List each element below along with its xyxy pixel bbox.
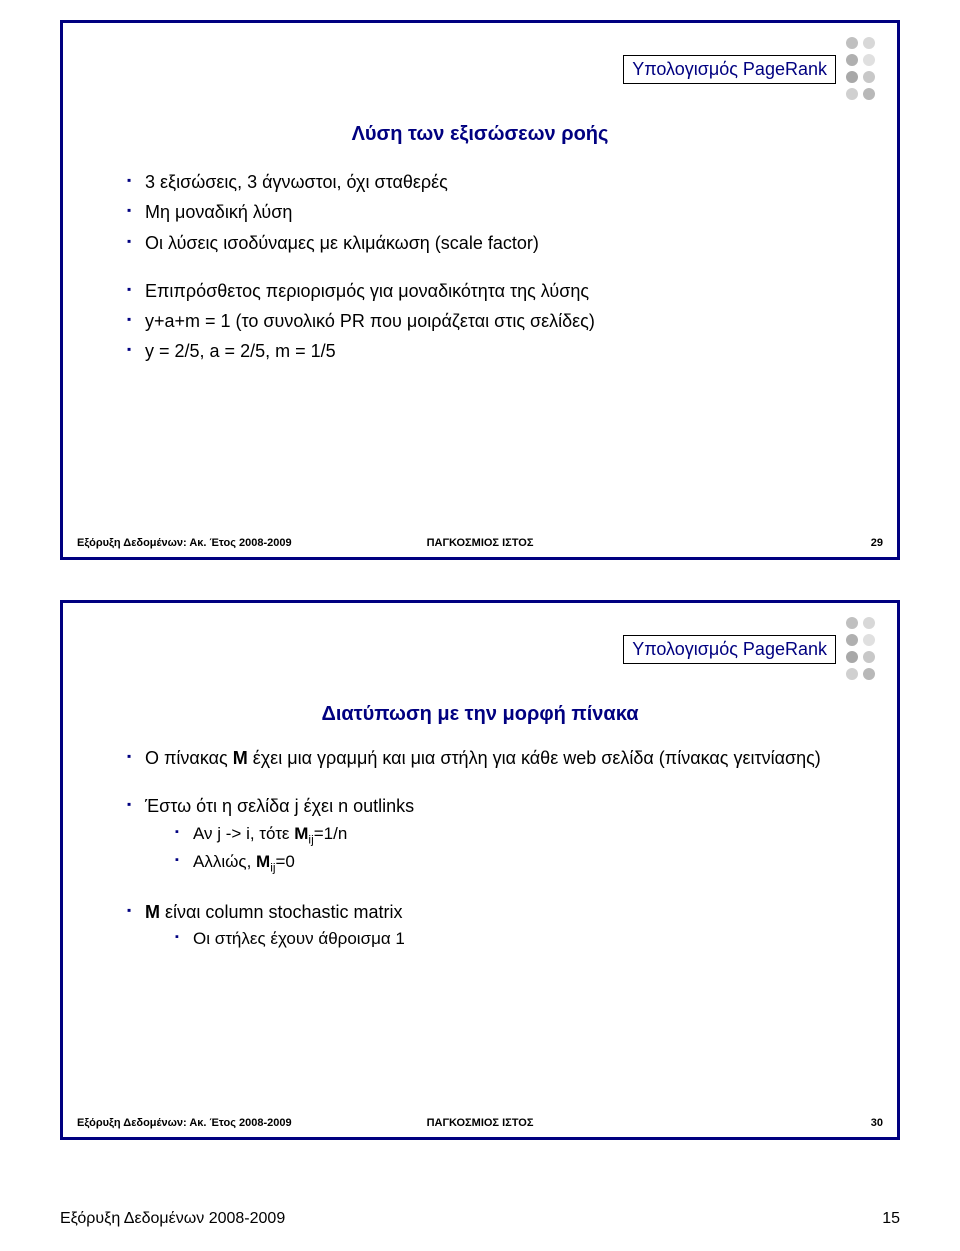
text-bold: M — [256, 852, 270, 871]
dot-icon — [846, 668, 858, 680]
slide-header: Υπολογισμός PageRank — [63, 37, 897, 102]
slide-title: Υπολογισμός PageRank — [623, 55, 836, 84]
text: Ο πίνακας — [145, 748, 233, 768]
dot-icon — [846, 617, 858, 629]
text: είναι column stochastic matrix — [160, 902, 403, 922]
dot-icon — [846, 88, 858, 100]
page-container: Υπολογισμός PageRank Λύση των εξισώσεων … — [0, 0, 960, 1200]
footer-right: 30 — [871, 1117, 883, 1129]
dot-icon — [863, 71, 875, 83]
bullet-list: 3 εξισώσεις, 3 άγνωστοι, όχι σταθερές Μη… — [123, 170, 837, 255]
text: Αν j -> i, τότε — [193, 824, 294, 843]
list-item: Επιπρόσθετος περιορισμός για μοναδικότητ… — [123, 279, 837, 303]
slide-body: Διατύπωση με την μορφή πίνακα Ο πίνακας … — [123, 703, 837, 957]
list-item: Έστω ότι η σελίδα j έχει n outlinks Αν j… — [123, 794, 837, 875]
dot-icon — [846, 651, 858, 663]
bullet-list: Ο πίνακας M έχει μια γραμμή και μια στήλ… — [123, 746, 837, 770]
text: έχει μια γραμμή και μια στήλη για κάθε w… — [248, 748, 821, 768]
footer-right: 29 — [871, 537, 883, 549]
slide-subtitle: Διατύπωση με την μορφή πίνακα — [123, 703, 837, 726]
sub-list: Οι στήλες έχουν άθροισμα 1 — [145, 928, 837, 951]
footer-left: Εξόρυξη Δεδομένων: Ακ. Έτος 2008-2009 — [77, 1117, 292, 1129]
footer-center: ΠΑΓΚΟΣΜΙΟΣ ΙΣΤΟΣ — [427, 537, 534, 549]
decoration-dots — [846, 617, 877, 682]
list-item: Ο πίνακας M έχει μια γραμμή και μια στήλ… — [123, 746, 837, 770]
dot-icon — [863, 54, 875, 66]
list-item: Αν j -> i, τότε Mij=1/n — [173, 823, 837, 847]
bullet-list: M είναι column stochastic matrix Οι στήλ… — [123, 900, 837, 951]
list-item: M είναι column stochastic matrix Οι στήλ… — [123, 900, 837, 951]
list-item: Αλλιώς, Mij=0 — [173, 851, 837, 875]
list-item: 3 εξισώσεις, 3 άγνωστοι, όχι σταθερές — [123, 170, 837, 194]
page-footer: Εξόρυξη Δεδομένων 2008-2009 15 — [0, 1200, 960, 1248]
slide-title: Υπολογισμός PageRank — [623, 635, 836, 664]
dot-icon — [863, 651, 875, 663]
text: Έστω ότι η σελίδα j έχει n outlinks — [145, 796, 414, 816]
dot-icon — [846, 71, 858, 83]
list-item: Οι στήλες έχουν άθροισμα 1 — [173, 928, 837, 951]
bullet-list: Επιπρόσθετος περιορισμός για μοναδικότητ… — [123, 279, 837, 364]
dot-icon — [863, 37, 875, 49]
slide-1: Υπολογισμός PageRank Λύση των εξισώσεων … — [60, 20, 900, 560]
text-bold: M — [294, 824, 308, 843]
slide-header: Υπολογισμός PageRank — [63, 617, 897, 682]
dot-icon — [846, 54, 858, 66]
text: =0 — [276, 852, 295, 871]
list-item: y = 2/5, a = 2/5, m = 1/5 — [123, 339, 837, 363]
slide-body: Λύση των εξισώσεων ροής 3 εξισώσεις, 3 ά… — [123, 123, 837, 370]
text: =1/n — [314, 824, 348, 843]
list-item: Οι λύσεις ισοδύναμες με κλιμάκωση (scale… — [123, 231, 837, 255]
page-footer-left: Εξόρυξη Δεδομένων 2008-2009 — [60, 1210, 285, 1228]
text-bold: M — [233, 748, 248, 768]
list-item: y+a+m = 1 (το συνολικό PR που μοιράζεται… — [123, 309, 837, 333]
slide-2: Υπολογισμός PageRank Διατύπωση με την μο… — [60, 600, 900, 1140]
dot-icon — [846, 634, 858, 646]
footer-left: Εξόρυξη Δεδομένων: Ακ. Έτος 2008-2009 — [77, 537, 292, 549]
dot-icon — [863, 668, 875, 680]
text-bold: M — [145, 902, 160, 922]
dot-icon — [863, 634, 875, 646]
dot-icon — [863, 617, 875, 629]
bullet-list: Έστω ότι η σελίδα j έχει n outlinks Αν j… — [123, 794, 837, 875]
dot-icon — [863, 88, 875, 100]
slide-subtitle: Λύση των εξισώσεων ροής — [123, 123, 837, 146]
text: Αλλιώς, — [193, 852, 256, 871]
page-footer-right: 15 — [882, 1210, 900, 1228]
slide-footer: Εξόρυξη Δεδομένων: Ακ. Έτος 2008-2009 ΠΑ… — [77, 537, 883, 549]
list-item: Μη μοναδική λύση — [123, 200, 837, 224]
footer-center: ΠΑΓΚΟΣΜΙΟΣ ΙΣΤΟΣ — [427, 1117, 534, 1129]
dot-icon — [846, 37, 858, 49]
sub-list: Αν j -> i, τότε Mij=1/n Αλλιώς, Mij=0 — [145, 823, 837, 876]
decoration-dots — [846, 37, 877, 102]
slide-footer: Εξόρυξη Δεδομένων: Ακ. Έτος 2008-2009 ΠΑ… — [77, 1117, 883, 1129]
